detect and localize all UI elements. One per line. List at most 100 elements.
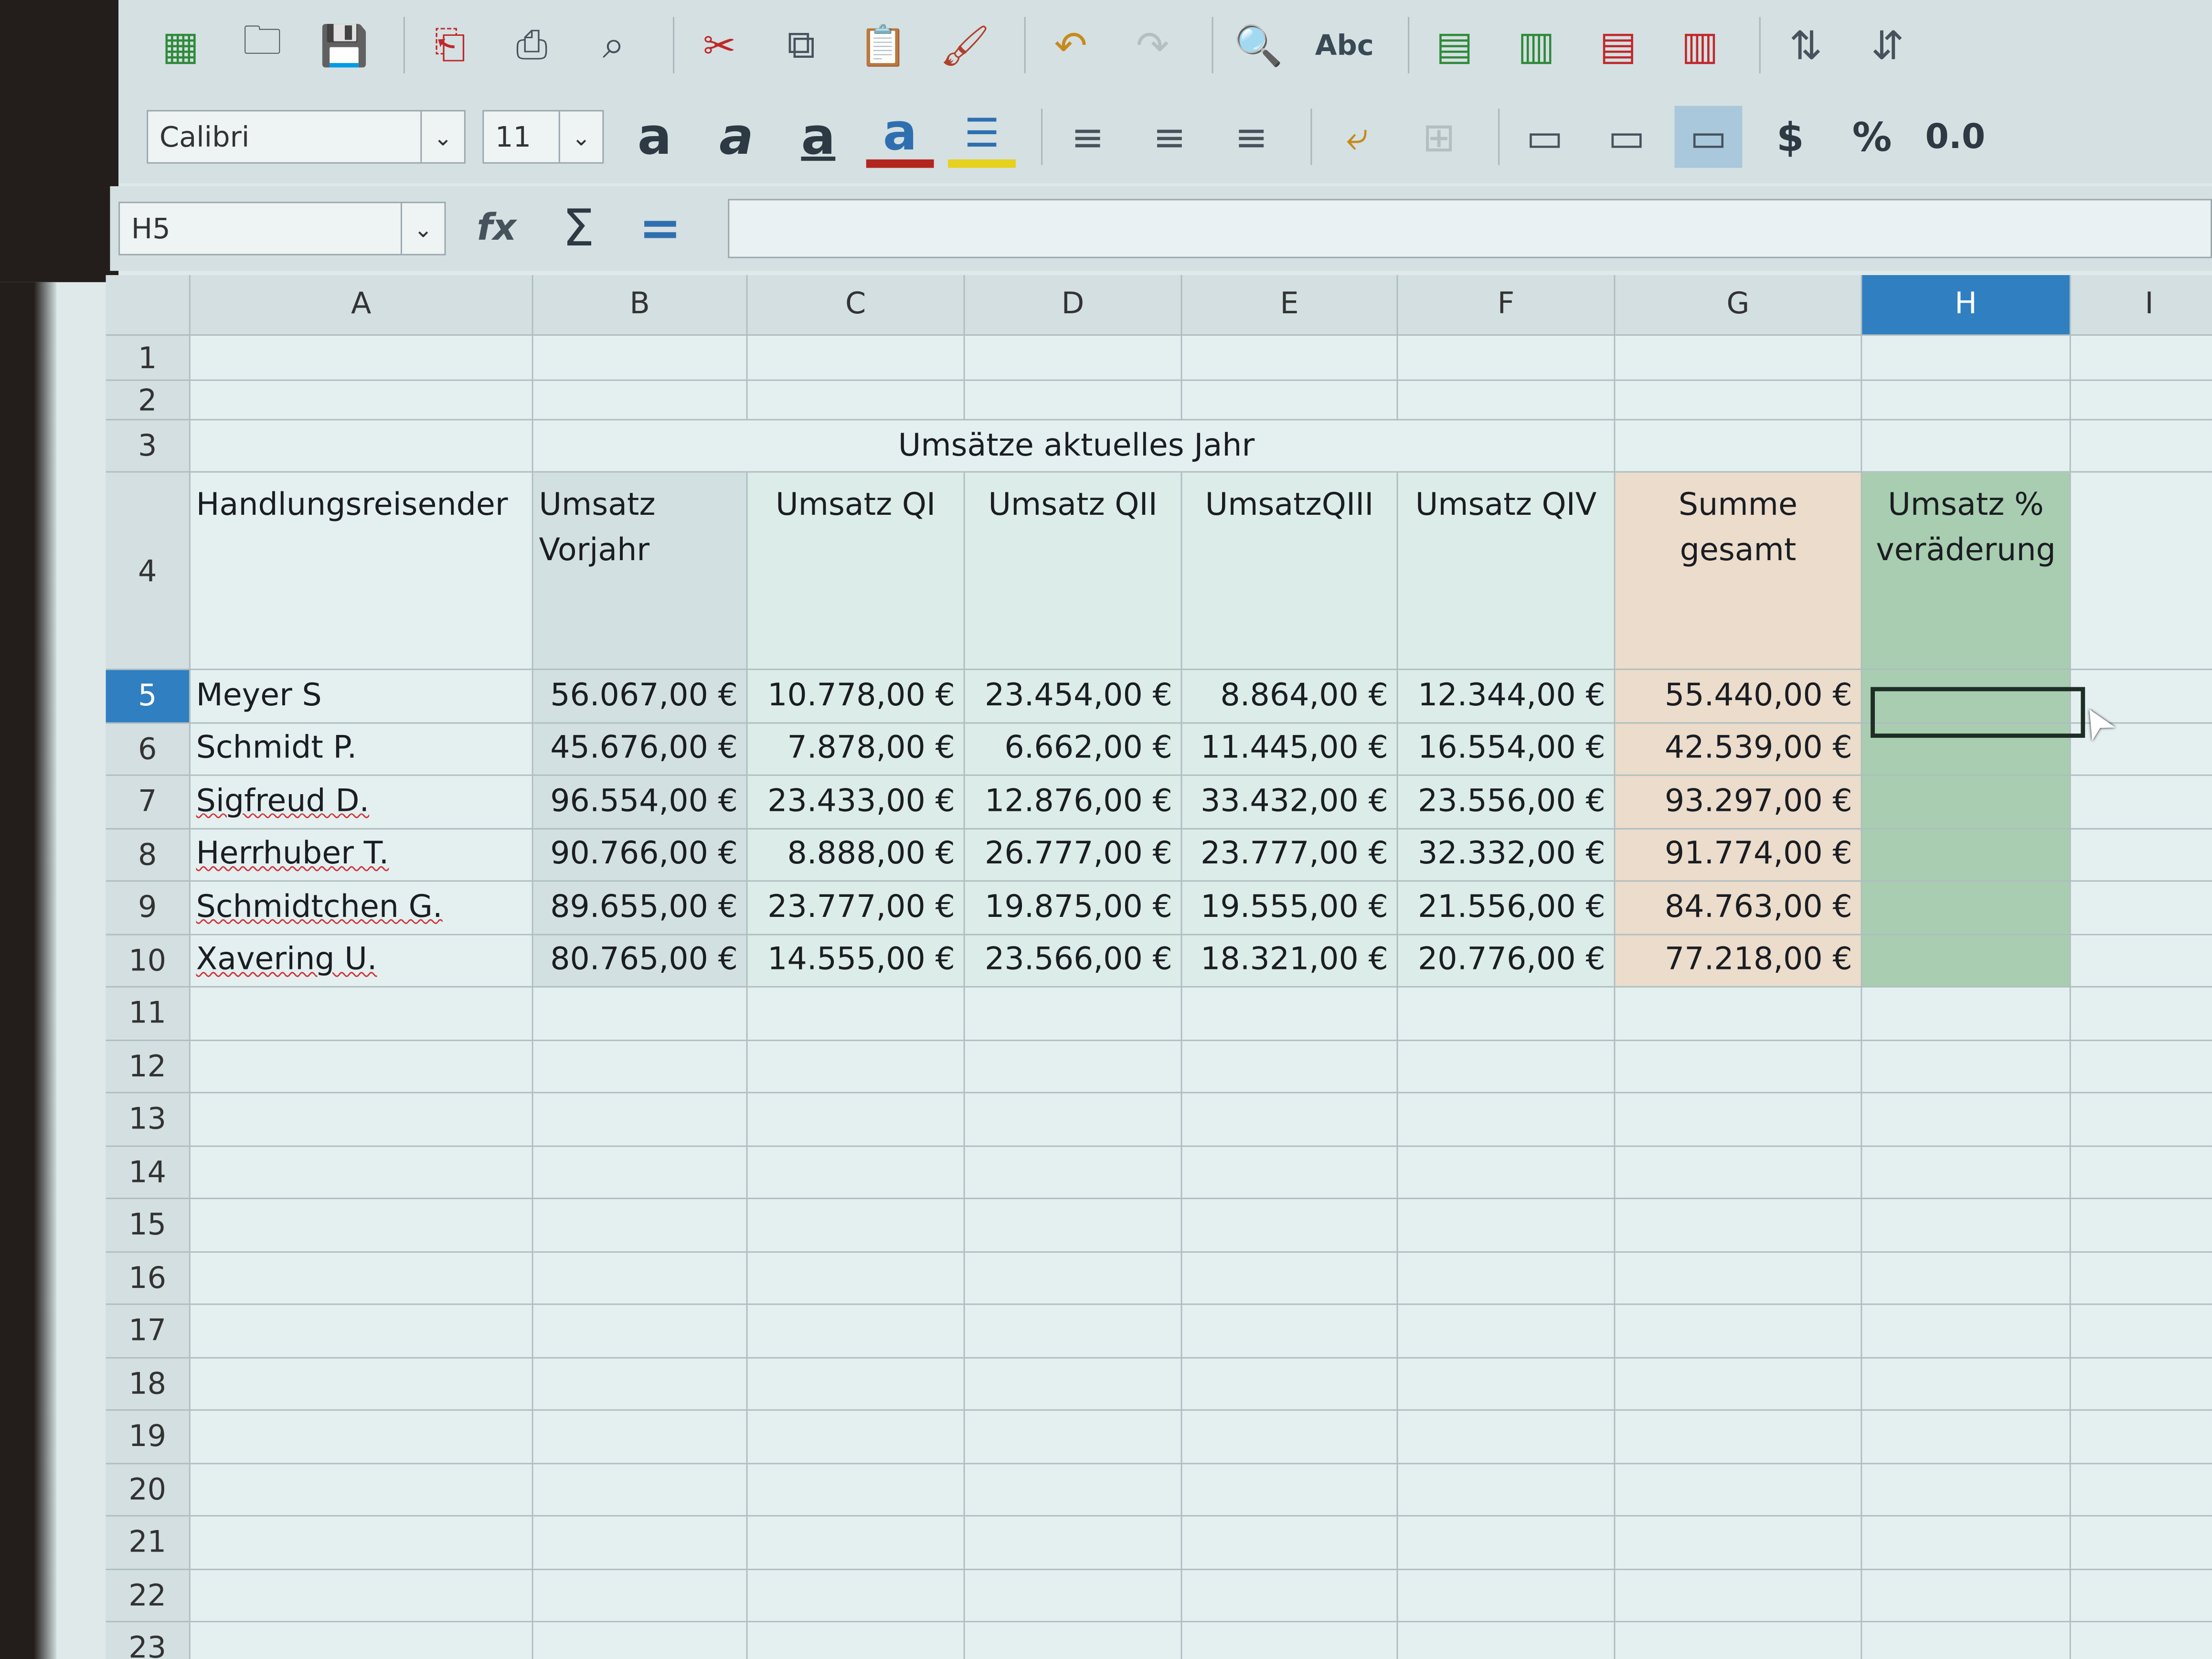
cell-a18[interactable] (190, 1358, 533, 1411)
cell-h19[interactable] (1862, 1411, 2071, 1464)
row-header-6[interactable]: 6 (106, 723, 191, 776)
formula-input[interactable] (728, 199, 2212, 258)
font-color-button[interactable]: a (866, 104, 934, 168)
cell-c19[interactable] (747, 1411, 965, 1464)
cell-g3[interactable] (1615, 420, 1862, 473)
copy-icon[interactable]: ⧉ (787, 21, 816, 68)
q4-cell[interactable]: 23.556,00 € (1398, 776, 1616, 829)
cell-c2[interactable] (747, 381, 965, 421)
cell-g20[interactable] (1615, 1463, 1862, 1517)
q1-cell[interactable]: 14.555,00 € (747, 935, 965, 988)
select-all-corner[interactable] (106, 275, 191, 336)
header-cell-e[interactable]: UmsatzQIII (1182, 472, 1398, 670)
cell-i11[interactable] (2071, 987, 2212, 1041)
column-header-c[interactable]: C (747, 275, 965, 336)
delete-row-icon[interactable]: ▤ (1599, 21, 1637, 69)
cell-h18[interactable] (1862, 1358, 2071, 1411)
q3-cell[interactable]: 19.555,00 € (1182, 882, 1398, 935)
q1-cell[interactable]: 8.888,00 € (747, 829, 965, 882)
previous-year-cell[interactable]: 45.676,00 € (533, 723, 748, 776)
cell-e11[interactable] (1182, 987, 1398, 1041)
align-bottom-icon[interactable]: ▭ (1674, 106, 1743, 168)
q2-cell[interactable]: 23.454,00 € (965, 670, 1182, 723)
cell-g12[interactable] (1615, 1040, 1862, 1094)
cell-f2[interactable] (1398, 381, 1616, 421)
q1-cell[interactable]: 7.878,00 € (747, 723, 965, 776)
row-header-1[interactable]: 1 (106, 336, 191, 381)
previous-year-cell[interactable]: 90.766,00 € (533, 829, 748, 882)
print-icon[interactable]: ⎙ (516, 21, 548, 68)
cell-h16[interactable] (1862, 1252, 2071, 1305)
column-header-b[interactable]: B (533, 275, 748, 336)
cell-g23[interactable] (1615, 1622, 1862, 1659)
cell-h12[interactable] (1862, 1040, 2071, 1094)
cell-c11[interactable] (747, 987, 965, 1041)
cell-i8[interactable] (2071, 829, 2212, 882)
cell-f21[interactable] (1398, 1516, 1616, 1570)
cell-a16[interactable] (190, 1252, 533, 1305)
row-header-16[interactable]: 16 (106, 1252, 191, 1305)
chevron-down-icon[interactable]: ⌄ (400, 203, 445, 254)
cell-d13[interactable] (965, 1093, 1182, 1147)
cell-b13[interactable] (533, 1093, 748, 1147)
cell-b22[interactable] (533, 1569, 748, 1623)
cell-a13[interactable] (190, 1093, 533, 1147)
cell-e22[interactable] (1182, 1569, 1398, 1623)
cell-a23[interactable] (190, 1622, 533, 1659)
cell-g2[interactable] (1615, 381, 1862, 421)
bold-button[interactable]: a (637, 107, 672, 166)
change-percent-cell[interactable] (1862, 829, 2071, 882)
cell-i9[interactable] (2071, 882, 2212, 935)
total-cell[interactable]: 77.218,00 € (1615, 935, 1862, 988)
cell-f22[interactable] (1398, 1569, 1616, 1623)
cell-d12[interactable] (965, 1040, 1182, 1094)
cell-e14[interactable] (1182, 1146, 1398, 1199)
cell-i22[interactable] (2071, 1569, 2212, 1623)
cell-g22[interactable] (1615, 1569, 1862, 1623)
cell-e2[interactable] (1182, 381, 1398, 421)
cell-e18[interactable] (1182, 1358, 1398, 1411)
chevron-down-icon[interactable]: ⌄ (420, 111, 464, 162)
cell-i14[interactable] (2071, 1146, 2212, 1199)
align-center-icon[interactable]: ≡ (1153, 113, 1186, 160)
cell-f16[interactable] (1398, 1252, 1616, 1305)
merge-cells-icon[interactable]: ⊞ (1422, 113, 1456, 160)
column-header-g[interactable]: G (1615, 275, 1862, 336)
row-header-2[interactable]: 2 (106, 381, 191, 421)
q2-cell[interactable]: 19.875,00 € (965, 882, 1182, 935)
total-cell[interactable]: 42.539,00 € (1615, 723, 1862, 776)
cell-a15[interactable] (190, 1199, 533, 1252)
cell-b19[interactable] (533, 1411, 748, 1464)
spellcheck-icon[interactable]: Abc (1315, 28, 1374, 62)
align-left-icon[interactable]: ≡ (1071, 113, 1105, 160)
salesperson-cell[interactable]: Schmidt P. (190, 723, 533, 776)
cell-g15[interactable] (1615, 1199, 1862, 1252)
header-cell-d[interactable]: Umsatz QII (965, 472, 1182, 670)
row-header-10[interactable]: 10 (106, 935, 191, 988)
cell-g18[interactable] (1615, 1358, 1862, 1411)
sort-ascending-icon[interactable]: ⇅ (1789, 21, 1822, 69)
cell-e15[interactable] (1182, 1199, 1398, 1252)
chevron-down-icon[interactable]: ⌄ (558, 111, 603, 162)
cell-i18[interactable] (2071, 1358, 2212, 1411)
cell-h17[interactable] (1862, 1305, 2071, 1358)
clone-formatting-icon[interactable]: 🖌 (940, 21, 990, 69)
cell-d23[interactable] (965, 1622, 1182, 1659)
total-cell[interactable]: 55.440,00 € (1615, 670, 1862, 723)
cell-e20[interactable] (1182, 1463, 1398, 1517)
cell-i3[interactable] (2071, 420, 2212, 473)
cell-d18[interactable] (965, 1358, 1182, 1411)
cell-g16[interactable] (1615, 1252, 1862, 1305)
row-header-9[interactable]: 9 (106, 882, 191, 935)
cell-e19[interactable] (1182, 1411, 1398, 1464)
cell-d22[interactable] (965, 1569, 1182, 1623)
cell-e21[interactable] (1182, 1516, 1398, 1570)
cell-i21[interactable] (2071, 1516, 2212, 1570)
previous-year-cell[interactable]: 89.655,00 € (533, 882, 748, 935)
cell-i5[interactable] (2071, 670, 2212, 723)
salesperson-cell[interactable]: Meyer S (190, 670, 533, 723)
header-cell-b[interactable]: Umsatz Vorjahr (533, 472, 748, 670)
cell-g17[interactable] (1615, 1305, 1862, 1358)
cell-a3[interactable] (190, 420, 533, 473)
cell-h11[interactable] (1862, 987, 2071, 1041)
